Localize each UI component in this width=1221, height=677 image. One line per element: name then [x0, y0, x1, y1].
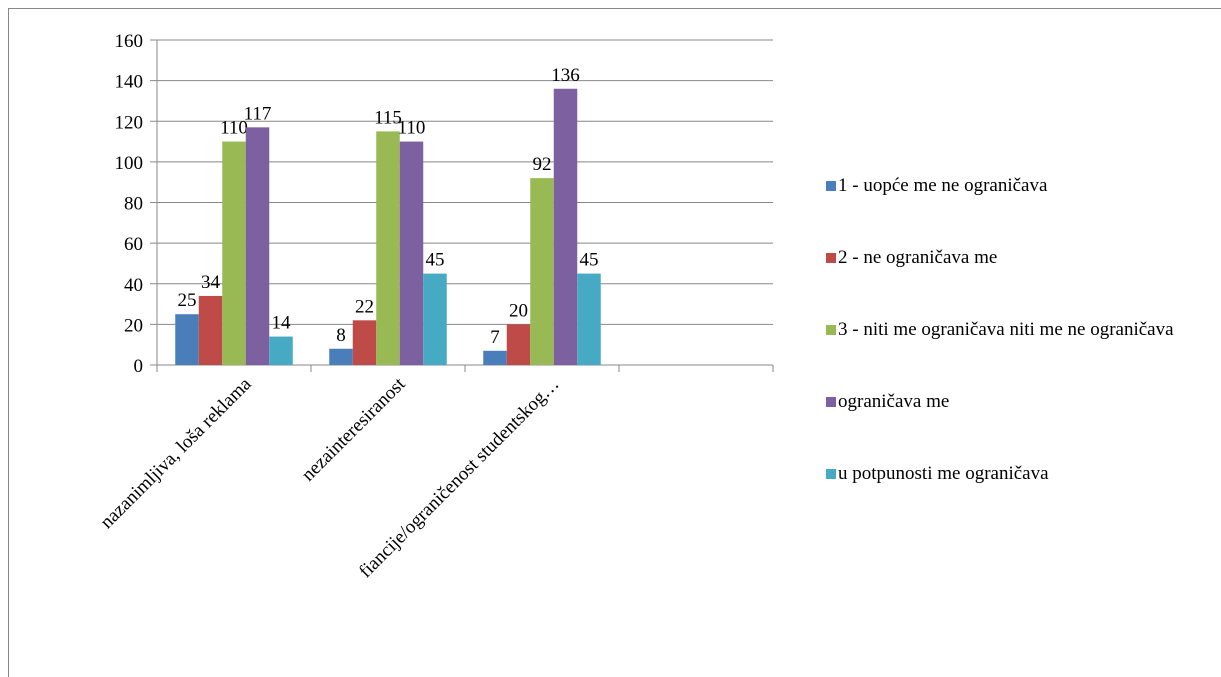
bar: [553, 88, 578, 365]
legend-entry: 1 - uopće me ne ograničava: [826, 150, 1206, 222]
bar: [352, 320, 377, 365]
value-label: 14: [272, 313, 292, 334]
legend-entry: 3 - niti me ograničava niti me ne ograni…: [826, 294, 1206, 366]
legend-swatch: [826, 397, 836, 407]
legend-entry: 2 - ne ograničava me: [826, 222, 1206, 294]
legend-label: u potpunosti me ograničava: [838, 463, 1049, 484]
bar: [175, 314, 199, 365]
value-label: 7: [490, 327, 500, 348]
y-tick-label: 0: [134, 356, 144, 377]
legend-swatch: [826, 469, 836, 479]
value-label: 110: [398, 118, 426, 139]
legend-swatch: [826, 325, 836, 335]
bar: [269, 336, 293, 365]
bar: [399, 141, 424, 365]
value-label: 92: [533, 154, 552, 175]
y-tick-label: 60: [124, 234, 143, 255]
bar: [530, 178, 554, 365]
value-label: 115: [374, 107, 402, 128]
legend-swatch: [826, 181, 836, 191]
x-tick-label: nezainteresiranost: [298, 373, 410, 485]
chart-frame: [8, 8, 1221, 677]
y-tick-label: 160: [115, 31, 144, 52]
y-tick-label: 100: [115, 153, 144, 174]
value-label: 117: [244, 103, 272, 124]
value-label: 34: [201, 272, 221, 293]
bar: [423, 273, 447, 365]
bar: [376, 131, 400, 365]
legend-label: 3 - niti me ograničava niti me ne ograni…: [838, 319, 1174, 340]
value-label: 45: [580, 250, 599, 271]
bar: [198, 295, 223, 365]
value-label: 22: [355, 296, 374, 317]
y-tick-label: 40: [124, 275, 143, 296]
y-tick-label: 80: [124, 194, 143, 215]
value-label: 25: [178, 290, 197, 311]
value-label: 8: [336, 325, 346, 346]
bar: [245, 127, 270, 365]
legend-label: ograničava me: [838, 391, 950, 412]
bar: [329, 348, 353, 365]
legend-entry: u potpunosti me ograničava: [826, 438, 1206, 510]
value-label: 136: [551, 65, 580, 86]
value-label: 45: [426, 250, 445, 271]
legend-label: 1 - uopće me ne ograničava: [838, 175, 1048, 196]
y-tick-label: 20: [124, 315, 143, 336]
value-label: 110: [220, 118, 248, 139]
y-tick-label: 140: [115, 72, 144, 93]
legend-entry: ograničava me: [826, 366, 1206, 438]
bar: [577, 273, 601, 365]
x-tick-label: nazanimljiva, loša reklama: [96, 373, 256, 533]
legend-swatch: [826, 253, 836, 263]
value-label: 20: [509, 300, 528, 321]
bar: [483, 350, 507, 365]
legend-label: 2 - ne ograničava me: [838, 247, 998, 268]
bar: [222, 141, 246, 365]
legend: 1 - uopće me ne ograničava 2 - ne ogranič…: [826, 150, 1206, 510]
bar: [506, 324, 531, 365]
y-tick-label: 120: [115, 112, 144, 133]
